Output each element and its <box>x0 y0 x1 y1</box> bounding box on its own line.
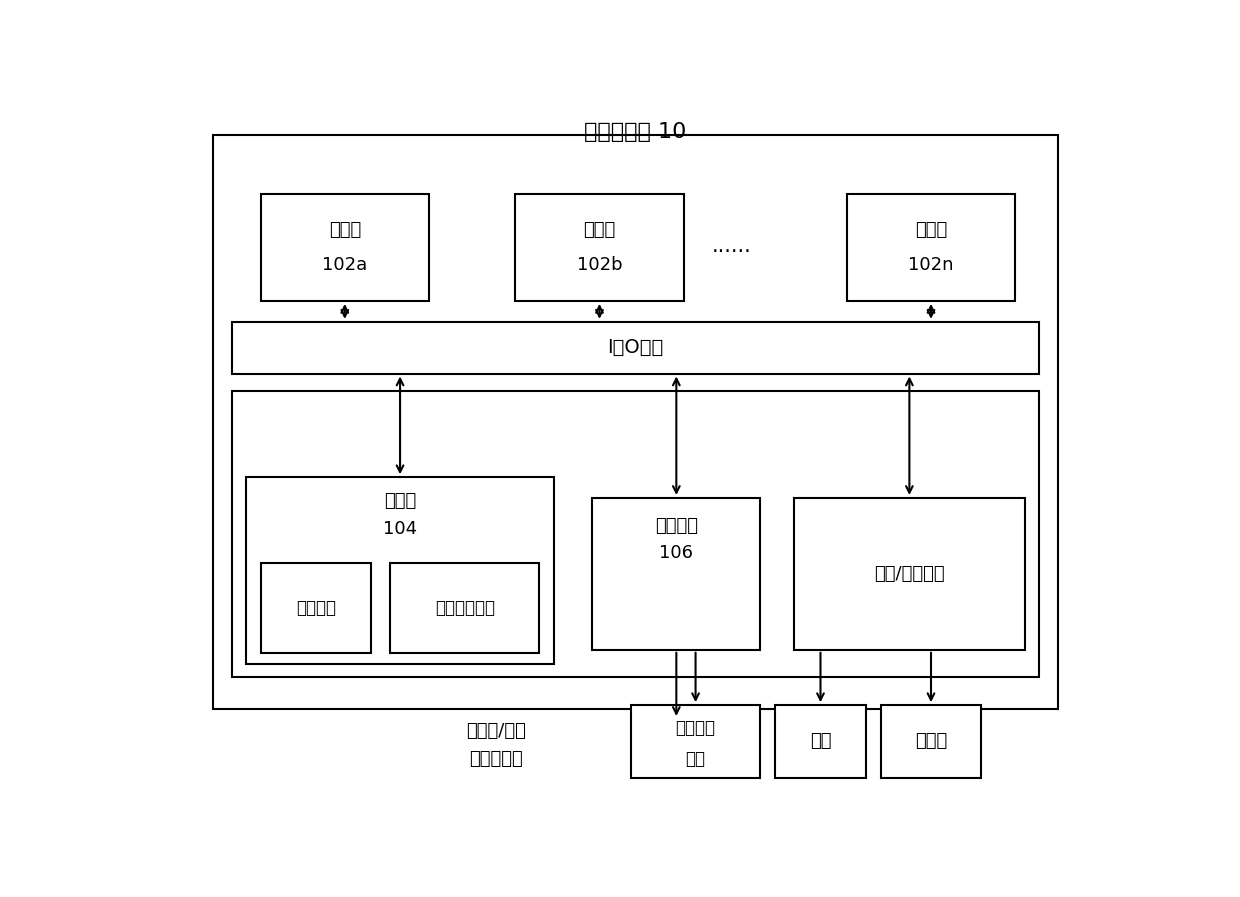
Text: 106: 106 <box>660 544 693 562</box>
Bar <box>260 194 429 301</box>
Text: 显示器: 显示器 <box>915 732 947 751</box>
Bar <box>794 498 1024 649</box>
Text: 处理器: 处理器 <box>583 222 615 239</box>
Bar <box>775 705 866 778</box>
Text: 104: 104 <box>383 520 417 538</box>
Bar <box>232 322 1039 373</box>
Text: 光标控制: 光标控制 <box>676 718 715 736</box>
Bar <box>847 194 1016 301</box>
Text: 数据存储装置: 数据存储装置 <box>435 599 495 617</box>
Text: 线网络连接: 线网络连接 <box>469 750 523 768</box>
Bar <box>260 563 371 653</box>
Text: 输入/输出接口: 输入/输出接口 <box>874 565 945 583</box>
Text: 程序指令: 程序指令 <box>296 599 336 617</box>
Text: 传输装置: 传输装置 <box>655 517 698 535</box>
Text: 处理器: 处理器 <box>329 222 361 239</box>
Bar <box>391 563 539 653</box>
Text: 有线和/或无: 有线和/或无 <box>466 722 526 740</box>
Bar <box>247 477 554 664</box>
Text: 102n: 102n <box>908 256 954 274</box>
Bar <box>631 705 760 778</box>
Bar <box>880 705 982 778</box>
Text: 处理器: 处理器 <box>915 222 947 239</box>
Bar <box>232 391 1039 677</box>
Bar <box>516 194 683 301</box>
Text: 存储器: 存储器 <box>384 492 417 510</box>
Text: 102a: 102a <box>322 256 367 274</box>
Text: ......: ...... <box>712 236 751 256</box>
Bar <box>593 498 760 649</box>
Text: I／O接口: I／O接口 <box>608 338 663 357</box>
Text: 设备: 设备 <box>686 750 706 768</box>
Bar <box>213 135 1058 709</box>
Text: 计算机终端 10: 计算机终端 10 <box>584 122 687 142</box>
Text: 102b: 102b <box>577 256 622 274</box>
Text: 键盘: 键盘 <box>810 732 831 751</box>
